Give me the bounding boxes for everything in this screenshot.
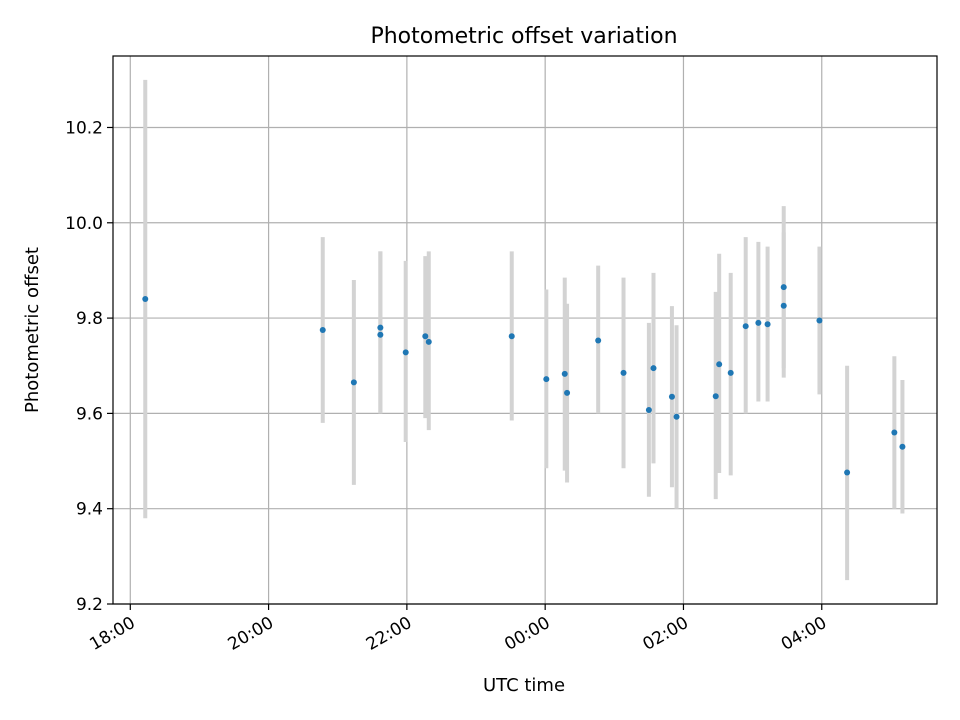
y-tick-label: 10.0 [65,214,103,234]
data-point [755,319,762,326]
y-tick-label: 9.6 [76,404,103,424]
y-tick-label: 10.2 [65,118,103,138]
data-point [377,324,384,331]
data-point [742,323,749,330]
data-point [422,333,429,340]
data-point [891,429,898,436]
data-point [716,361,723,368]
data-point [673,413,680,420]
data-point [402,349,409,356]
y-tick-label: 9.4 [76,500,103,520]
data-point [712,393,719,400]
data-point [668,393,675,400]
x-tick-label: 20:00 [225,613,277,655]
data-point [764,321,771,328]
data-point [780,302,787,309]
data-point [620,369,627,376]
x-tick-label: 02:00 [640,613,692,655]
data-point [350,379,357,386]
data-point [645,407,652,414]
data-point [595,337,602,344]
x-tick-label: 04:00 [778,613,830,655]
grid [113,56,937,605]
data-point [319,327,326,333]
data-point [780,284,787,291]
data-point [816,317,823,324]
data-point [899,443,906,450]
data-point [844,469,851,476]
plot-frame [112,55,938,605]
data-point [650,365,657,372]
error-bars [143,79,905,581]
data-point [508,333,515,340]
y-tick-label: 9.2 [76,595,103,615]
data-points [142,284,906,476]
data-point [425,338,432,345]
x-tick-label: 18:00 [86,613,138,655]
x-tick-label: 00:00 [501,613,553,655]
x-axis-label: UTC time [483,675,565,696]
data-point [561,370,568,377]
data-point [543,376,550,383]
y-axis-label: Photometric offset [22,247,43,413]
data-point [727,369,734,376]
data-point [564,389,571,396]
y-axis-ticks: 9.2 9.4 9.6 9.8 10.0 10.2 [65,118,113,615]
chart-title: Photometric offset variation [370,24,677,49]
data-point [142,296,149,303]
data-point [377,331,384,338]
x-tick-label: 22:00 [363,613,415,655]
y-tick-label: 9.8 [76,309,103,329]
x-axis-ticks: 18:00 20:00 22:00 00:00 02:00 04:00 [86,604,830,655]
